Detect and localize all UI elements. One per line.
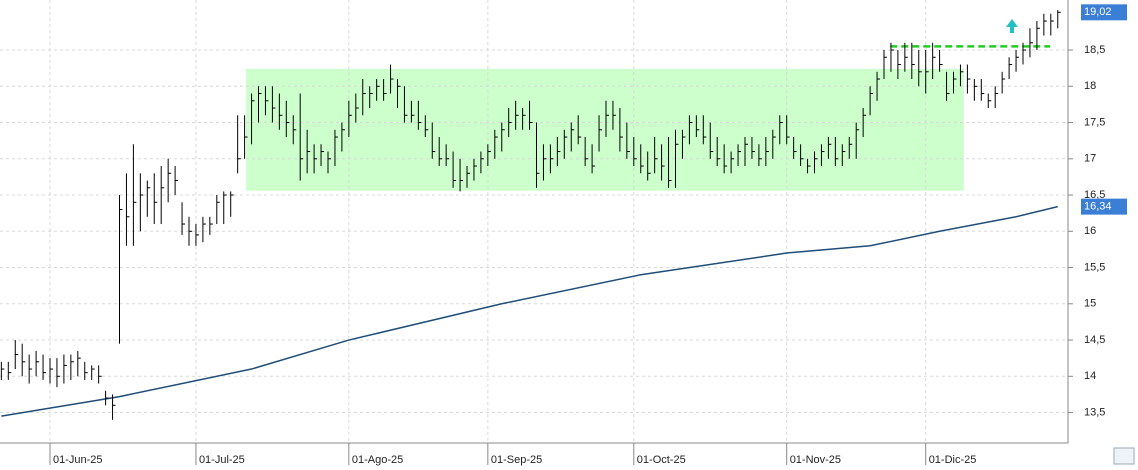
y-tick-label: 16	[1084, 225, 1096, 237]
y-tick-label: 18,5	[1084, 44, 1105, 56]
up-arrow	[1006, 19, 1018, 33]
x-tick-label: 01-Dic-25	[929, 454, 977, 466]
moving-average-line	[1, 205, 1058, 417]
x-tick-label: 01-Ago-25	[352, 454, 403, 466]
x-tick-label: 01-Jul-25	[199, 454, 245, 466]
x-tick-label: 01-Sep-25	[491, 454, 542, 466]
last-price-label-box	[1081, 4, 1127, 21]
range-zone	[245, 68, 964, 191]
y-tick-label: 17,5	[1084, 116, 1105, 128]
y-tick-label: 14,5	[1084, 334, 1105, 346]
y-tick-label: 17	[1084, 153, 1096, 165]
moving-average-label-box	[1081, 198, 1127, 215]
y-tick-label: 15,5	[1084, 261, 1105, 273]
x-tick-label: 01-Jun-25	[53, 454, 103, 466]
moving-average-label: 16,34	[1084, 201, 1112, 213]
y-tick-label: 15	[1084, 298, 1096, 310]
y-tick-label: 13,5	[1084, 406, 1105, 418]
last-price-label: 19,02	[1084, 6, 1112, 18]
y-tick-label: 16,5	[1084, 189, 1105, 201]
plot-area	[0, 0, 1068, 443]
x-tick-label: 01-Oct-25	[637, 454, 686, 466]
y-tick-label: 14	[1084, 370, 1096, 382]
scroll-button[interactable]	[1113, 447, 1135, 465]
y-tick-label: 18	[1084, 80, 1096, 92]
x-tick-label: 01-Nov-25	[790, 454, 841, 466]
